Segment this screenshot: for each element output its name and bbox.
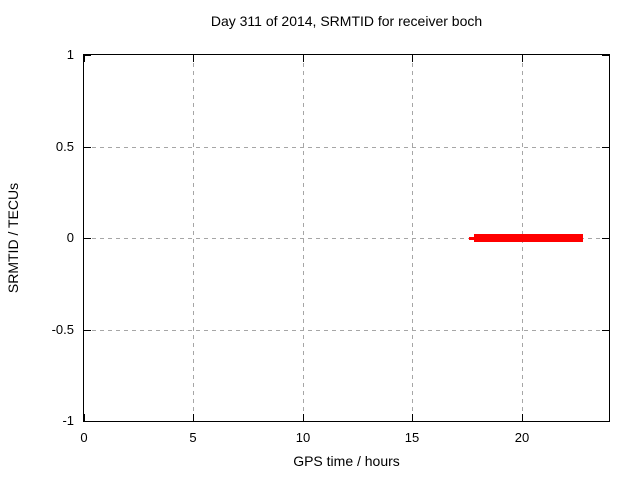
y-tick-left--0.5 <box>84 330 91 331</box>
x-tick-label-10: 10 <box>295 430 311 445</box>
y-tick-right-1 <box>602 55 609 56</box>
x-tick-label-15: 15 <box>404 430 420 445</box>
y-tick-right-0 <box>602 238 609 239</box>
x-tick-bottom-15 <box>412 414 413 421</box>
y-tick-left-0 <box>84 238 91 239</box>
y-tick-left--1 <box>84 421 91 422</box>
x-tick-bottom-20 <box>522 414 523 421</box>
y-tick-right--1 <box>602 421 609 422</box>
gridline-y--0.5 <box>84 330 609 331</box>
chart-title: Day 311 of 2014, SRMTID for receiver boc… <box>210 13 483 29</box>
y-tick-label-0: 0 <box>66 230 74 245</box>
x-tick-top-20 <box>522 55 523 62</box>
x-tick-label-20: 20 <box>514 430 530 445</box>
series-line-srmtid-1 <box>474 234 583 242</box>
x-tick-top-5 <box>193 55 194 62</box>
x-tick-top-0 <box>84 55 85 62</box>
y-tick-label-1: 1 <box>66 47 74 62</box>
x-tick-label-5: 5 <box>189 430 197 445</box>
x-tick-bottom-0 <box>84 414 85 421</box>
y-tick-label--1: -1 <box>62 413 74 428</box>
x-axis-label: GPS time / hours <box>293 453 400 469</box>
plot-area <box>83 54 610 422</box>
y-tick-left-0.5 <box>84 147 91 148</box>
y-tick-right-0.5 <box>602 147 609 148</box>
gridline-y-0.5 <box>84 147 609 148</box>
x-tick-bottom-10 <box>303 414 304 421</box>
gridline-y-0 <box>84 238 609 239</box>
x-tick-top-10 <box>303 55 304 62</box>
x-tick-label-0: 0 <box>80 430 88 445</box>
x-tick-top-15 <box>412 55 413 62</box>
y-tick-right--0.5 <box>602 330 609 331</box>
x-tick-bottom-5 <box>193 414 194 421</box>
y-tick-label--0.5: -0.5 <box>51 322 74 337</box>
y-tick-label-0.5: 0.5 <box>55 139 74 154</box>
series-line-srmtid-0 <box>469 237 476 240</box>
y-tick-left-1 <box>84 55 91 56</box>
